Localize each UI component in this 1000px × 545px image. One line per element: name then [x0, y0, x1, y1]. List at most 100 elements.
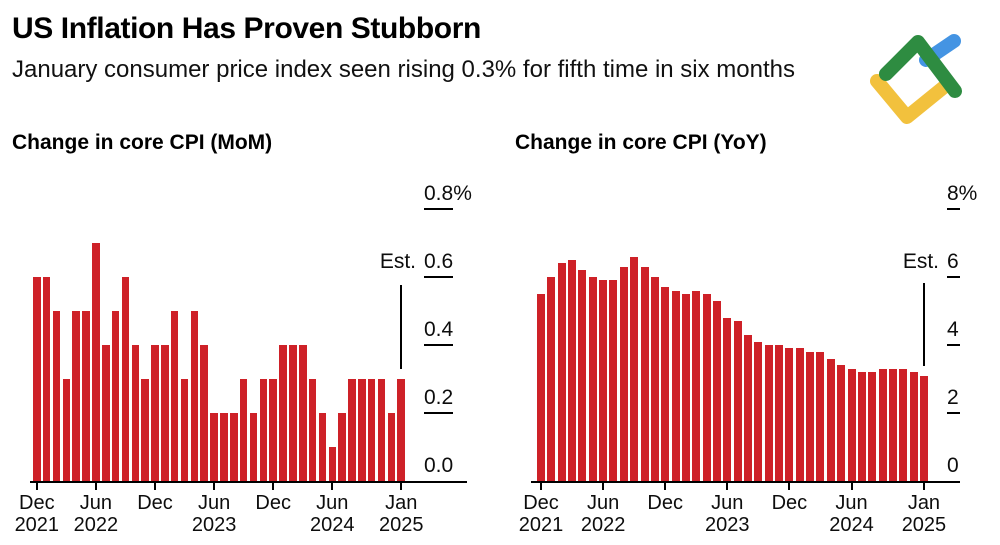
bar-oct-2022 [640, 266, 649, 481]
bar-apr-2023 [702, 294, 711, 481]
bar-sep-2022 [630, 256, 639, 481]
bar-jan-2022 [42, 277, 51, 481]
bar-feb-2023 [170, 311, 179, 481]
bar-dec-2021 [537, 294, 545, 481]
bar-mar-2023 [180, 379, 189, 481]
bar-dec-2022 [151, 345, 159, 481]
bar-jun-2022 [92, 243, 100, 481]
x-tick-mark [602, 483, 605, 490]
estimate-pointer-line [400, 285, 403, 369]
x-tick-mark [94, 483, 97, 490]
estimate-pointer-line [922, 283, 925, 366]
x-tick-label: Jun 2023 [191, 492, 237, 536]
bar-jul-2022 [609, 280, 618, 481]
bar-may-2023 [200, 345, 209, 481]
bar-aug-2022 [619, 266, 628, 481]
y-tick-label: 6 [947, 250, 959, 273]
bar-dec-2021 [33, 277, 41, 481]
bar-aug-2023 [744, 334, 752, 481]
x-tick-mark [272, 483, 275, 490]
bar-jan-2025 [397, 379, 406, 481]
bar-feb-2024 [289, 345, 297, 481]
bar-oct-2022 [131, 345, 140, 481]
page-title: US Inflation Has Proven Stubborn [12, 12, 481, 45]
x-tick-label: Dec [255, 492, 291, 514]
estimate-label: Est. [379, 250, 416, 273]
bar-jan-2023 [671, 290, 680, 481]
bar-may-2023 [712, 300, 721, 481]
x-tick-mark [213, 483, 216, 490]
x-tick-mark [540, 483, 542, 490]
bar-nov-2024 [377, 379, 386, 481]
bar-mar-2024 [816, 351, 825, 481]
bar-jun-2022 [599, 280, 608, 481]
y-tick-mark [947, 412, 960, 414]
bar-aug-2024 [868, 372, 877, 481]
bar-oct-2024 [367, 379, 376, 481]
bar-jan-2025 [919, 375, 928, 481]
bar-dec-2022 [661, 287, 670, 481]
x-tick-mark [331, 483, 334, 490]
x-tick-label: Dec [647, 492, 683, 514]
bar-jul-2024 [338, 413, 346, 481]
bar-aug-2022 [111, 311, 120, 481]
x-tick-label: Jun 2024 [310, 492, 355, 536]
bar-may-2022 [82, 311, 90, 481]
x-tick-mark [850, 483, 853, 490]
x-tick-mark [154, 483, 156, 490]
bar-dec-2023 [785, 348, 794, 481]
bar-mar-2023 [692, 290, 701, 481]
y-tick-mark [947, 208, 960, 210]
bar-dec-2024 [387, 413, 396, 481]
bar-mar-2022 [568, 260, 577, 481]
bar-jan-2023 [161, 345, 169, 481]
x-tick-label: Jun 2024 [829, 492, 874, 536]
x-axis-line [30, 481, 467, 483]
x-axis-line [531, 481, 960, 483]
bar-mar-2024 [298, 345, 307, 481]
x-tick-mark [922, 483, 925, 490]
x-tick-label: Jan 2025 [379, 492, 424, 536]
bar-apr-2022 [578, 270, 587, 481]
y-tick-mark [424, 208, 453, 210]
bar-dec-2023 [269, 379, 277, 481]
bar-apr-2022 [72, 311, 80, 481]
y-tick-mark [424, 412, 453, 414]
chart-title-yoy: Change in core CPI (YoY) [515, 131, 767, 154]
x-tick-label: Dec 2021 [14, 492, 60, 536]
y-tick-mark [424, 276, 453, 278]
bar-jul-2023 [220, 413, 228, 481]
bar-sep-2024 [878, 368, 887, 481]
x-tick-label: Jun 2023 [705, 492, 750, 536]
bar-jun-2024 [328, 447, 337, 481]
x-tick-label: Dec 2021 [518, 492, 564, 536]
bar-aug-2023 [230, 413, 238, 481]
bar-may-2022 [588, 277, 597, 481]
bar-sep-2022 [121, 277, 130, 481]
bar-nov-2023 [775, 345, 784, 481]
bar-nov-2024 [899, 368, 908, 481]
bar-sep-2023 [239, 379, 248, 481]
bar-may-2024 [837, 365, 846, 481]
x-tick-mark [788, 483, 791, 490]
x-tick-mark [664, 483, 667, 490]
y-tick-label: 0.4 [424, 318, 454, 341]
bar-feb-2022 [52, 311, 61, 481]
bar-feb-2023 [681, 294, 690, 481]
bar-nov-2023 [259, 379, 268, 481]
y-tick-label: 4 [947, 318, 959, 341]
bar-jul-2022 [101, 345, 110, 481]
page-subtitle: January consumer price index seen rising… [12, 56, 796, 83]
x-tick-label: Jan 2025 [901, 492, 947, 536]
bar-jan-2024 [279, 345, 287, 481]
bar-jul-2024 [857, 372, 866, 481]
x-tick-label: Jun 2022 [73, 492, 119, 536]
y-tick-label: 2 [947, 386, 959, 409]
bar-jun-2023 [210, 413, 218, 481]
logo-green-chevron [879, 35, 962, 98]
bar-apr-2023 [190, 311, 199, 481]
bar-apr-2024 [826, 358, 835, 481]
bar-oct-2023 [249, 413, 258, 481]
x-tick-label: Dec [771, 492, 808, 514]
litefinance-logo-icon [870, 34, 962, 124]
